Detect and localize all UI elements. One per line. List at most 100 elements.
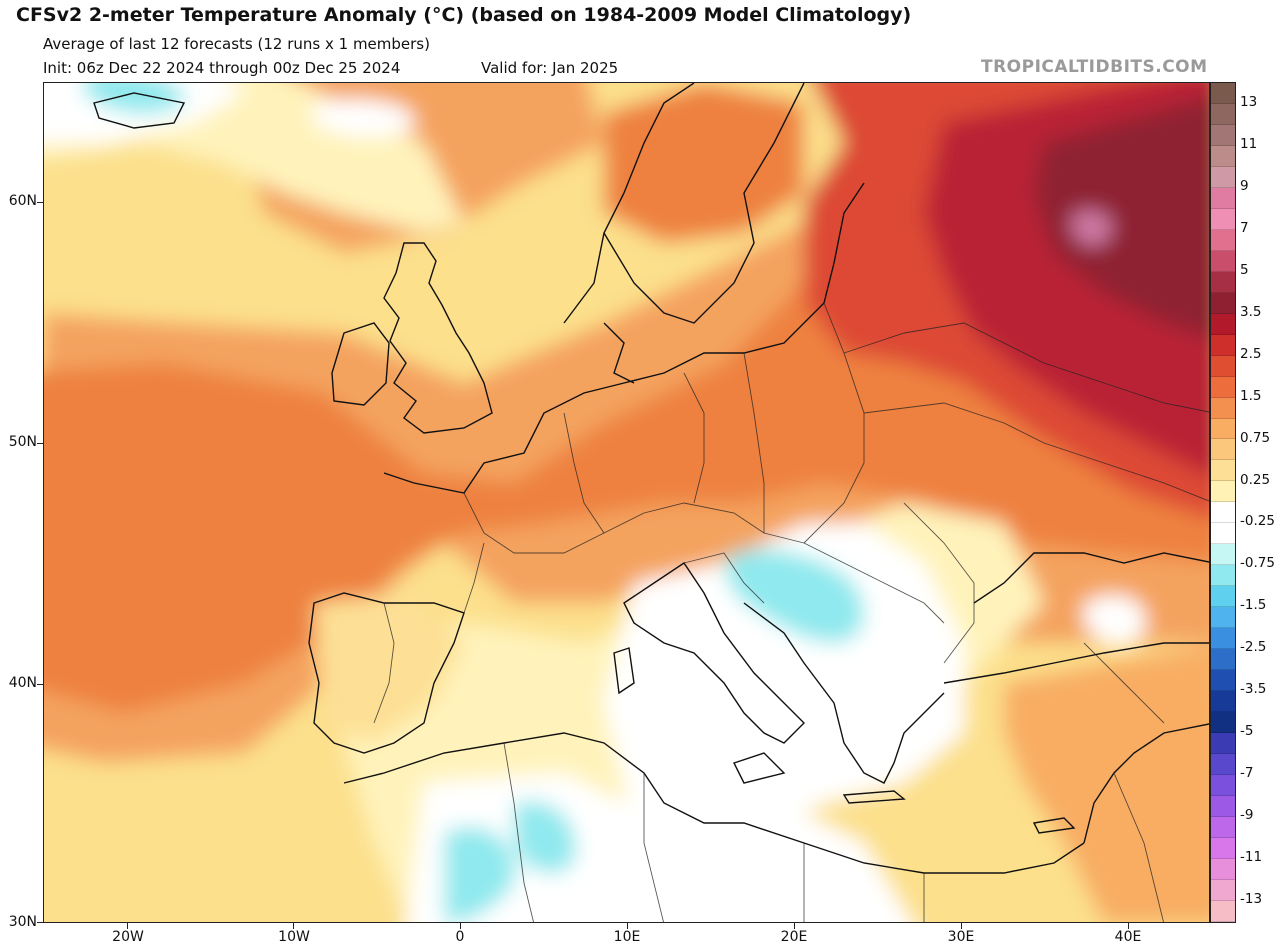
- anomaly-shading: [44, 83, 1209, 922]
- colorbar-labels: 13 11 9 7 5 3.5 2.5 1.5 0.75 0.25 -0.25 -0.75 -1.5 -2…: [1236, 82, 1280, 923]
- colorbar-swatch: [1211, 649, 1235, 671]
- colorbar: [1210, 82, 1236, 923]
- colorbar-label: -5: [1240, 723, 1254, 740]
- lat-label-50n: 50N: [8, 434, 37, 450]
- valid-time: Valid for: Jan 2025: [481, 59, 619, 77]
- anomaly-region-cold-balkans: [725, 549, 865, 643]
- colorbar-swatch: [1211, 565, 1235, 587]
- map-subtitle: Average of last 12 forecasts (12 runs x …: [43, 35, 430, 53]
- colorbar-label: -0.75: [1240, 555, 1275, 572]
- colorbar-swatch: [1211, 795, 1235, 817]
- anomaly-region-maroon: [1034, 97, 1209, 338]
- colorbar-swatch: [1211, 229, 1235, 251]
- colorbar-swatch: [1211, 502, 1235, 524]
- colorbar-label: 2.5: [1240, 345, 1262, 362]
- colorbar-swatch: [1211, 418, 1235, 440]
- colorbar-swatch: [1211, 607, 1235, 629]
- colorbar-label: 13: [1240, 93, 1258, 110]
- colorbar-label: 9: [1240, 177, 1249, 194]
- colorbar-swatch: [1211, 879, 1235, 901]
- anomaly-region-near-zero-black-sea: [1084, 594, 1146, 644]
- lon-tick-30e: [961, 923, 962, 929]
- colorbar-swatch: [1211, 816, 1235, 838]
- colorbar-swatch: [1211, 313, 1235, 335]
- lat-tick-60n: [37, 202, 43, 203]
- colorbar-swatch: [1211, 481, 1235, 503]
- colorbar-swatch: [1211, 397, 1235, 419]
- lon-label-30e: 30E: [947, 929, 975, 945]
- init-time: Init: 06z Dec 22 2024 through 00z Dec 25…: [43, 59, 401, 77]
- colorbar-swatch: [1211, 837, 1235, 859]
- colorbar-swatch: [1211, 774, 1235, 796]
- colorbar-swatch: [1211, 292, 1235, 314]
- colorbar-label: -7: [1240, 765, 1254, 782]
- lon-tick-10e: [627, 923, 628, 929]
- lat-label-30n: 30N: [8, 914, 37, 930]
- colorbar-swatch: [1211, 900, 1235, 922]
- lon-label-10e: 10E: [613, 929, 641, 945]
- colorbar-swatch: [1211, 250, 1235, 272]
- lon-tick-10w: [293, 923, 294, 929]
- coastlines: [93, 83, 1209, 874]
- colorbar-label: 11: [1240, 135, 1258, 152]
- lon-label-40e: 40E: [1114, 929, 1142, 945]
- colorbar-swatch: [1211, 586, 1235, 608]
- anomaly-region-near-zero-libya: [604, 783, 912, 922]
- lat-label-60n: 60N: [8, 193, 37, 209]
- colorbar-swatch: [1211, 334, 1235, 356]
- anomaly-region-pink-spot: [1071, 210, 1113, 246]
- anomaly-map: [43, 82, 1210, 923]
- lat-tick-40n: [37, 684, 43, 685]
- lon-tick-20w: [127, 923, 128, 929]
- lat-label-40n: 40N: [8, 675, 37, 691]
- lon-label-20w: 20W: [112, 929, 144, 945]
- lat-tick-30n: [37, 922, 43, 923]
- colorbar-label: -13: [1240, 891, 1263, 908]
- lon-tick-20e: [794, 923, 795, 929]
- map-canvas: [44, 83, 1209, 922]
- lon-label-10w: 10W: [278, 929, 310, 945]
- anomaly-region-near-zero-sahara: [406, 773, 624, 922]
- colorbar-label: -9: [1240, 807, 1254, 824]
- colorbar-label: -3.5: [1240, 681, 1267, 698]
- colorbar-swatch: [1211, 712, 1235, 734]
- colorbar-swatch: [1211, 754, 1235, 775]
- colorbar-swatch: [1211, 733, 1235, 754]
- colorbar-label: -11: [1240, 849, 1263, 866]
- colorbar-label: 3.5: [1240, 303, 1262, 320]
- colorbar-swatch: [1211, 691, 1235, 713]
- colorbar-swatch: [1211, 355, 1235, 377]
- anomaly-region-cold-iceland: [84, 83, 186, 114]
- country-borders: [373, 302, 1209, 922]
- lon-label-20e: 20E: [780, 929, 808, 945]
- lon-tick-0: [460, 923, 461, 929]
- colorbar-label: 0.75: [1240, 429, 1271, 446]
- colorbar-label: -1.5: [1240, 597, 1267, 614]
- lat-tick-50n: [37, 443, 43, 444]
- colorbar-swatch: [1211, 376, 1235, 398]
- colorbar-swatch: [1211, 83, 1235, 104]
- colorbar-label: 1.5: [1240, 387, 1262, 404]
- colorbar-swatch: [1211, 208, 1235, 230]
- colorbar-swatch: [1211, 187, 1235, 209]
- colorbar-swatch: [1211, 103, 1235, 125]
- lon-label-0: 0: [455, 929, 465, 945]
- anomaly-region-cold-algeria: [514, 801, 576, 874]
- colorbar-swatch: [1211, 439, 1235, 461]
- colorbar-label: -0.25: [1240, 513, 1275, 530]
- colorbar-label: 5: [1240, 261, 1249, 278]
- colorbar-swatch: [1211, 166, 1235, 188]
- anomaly-region-cold-sahara: [444, 826, 516, 922]
- colorbar-label: -2.5: [1240, 639, 1267, 656]
- colorbar-swatch: [1211, 460, 1235, 482]
- colorbar-swatch: [1211, 670, 1235, 692]
- colorbar-swatch: [1211, 544, 1235, 566]
- lon-tick-40e: [1128, 923, 1129, 929]
- anomaly-region-pale-iberia: [314, 593, 464, 743]
- colorbar-swatch: [1211, 628, 1235, 650]
- colorbar-swatch: [1211, 124, 1235, 146]
- anomaly-region-near-zero-north-atlantic: [314, 99, 416, 138]
- brand-watermark: TROPICALTIDBITS.COM: [981, 57, 1208, 77]
- colorbar-swatch: [1211, 145, 1235, 167]
- colorbar-swatch: [1211, 858, 1235, 880]
